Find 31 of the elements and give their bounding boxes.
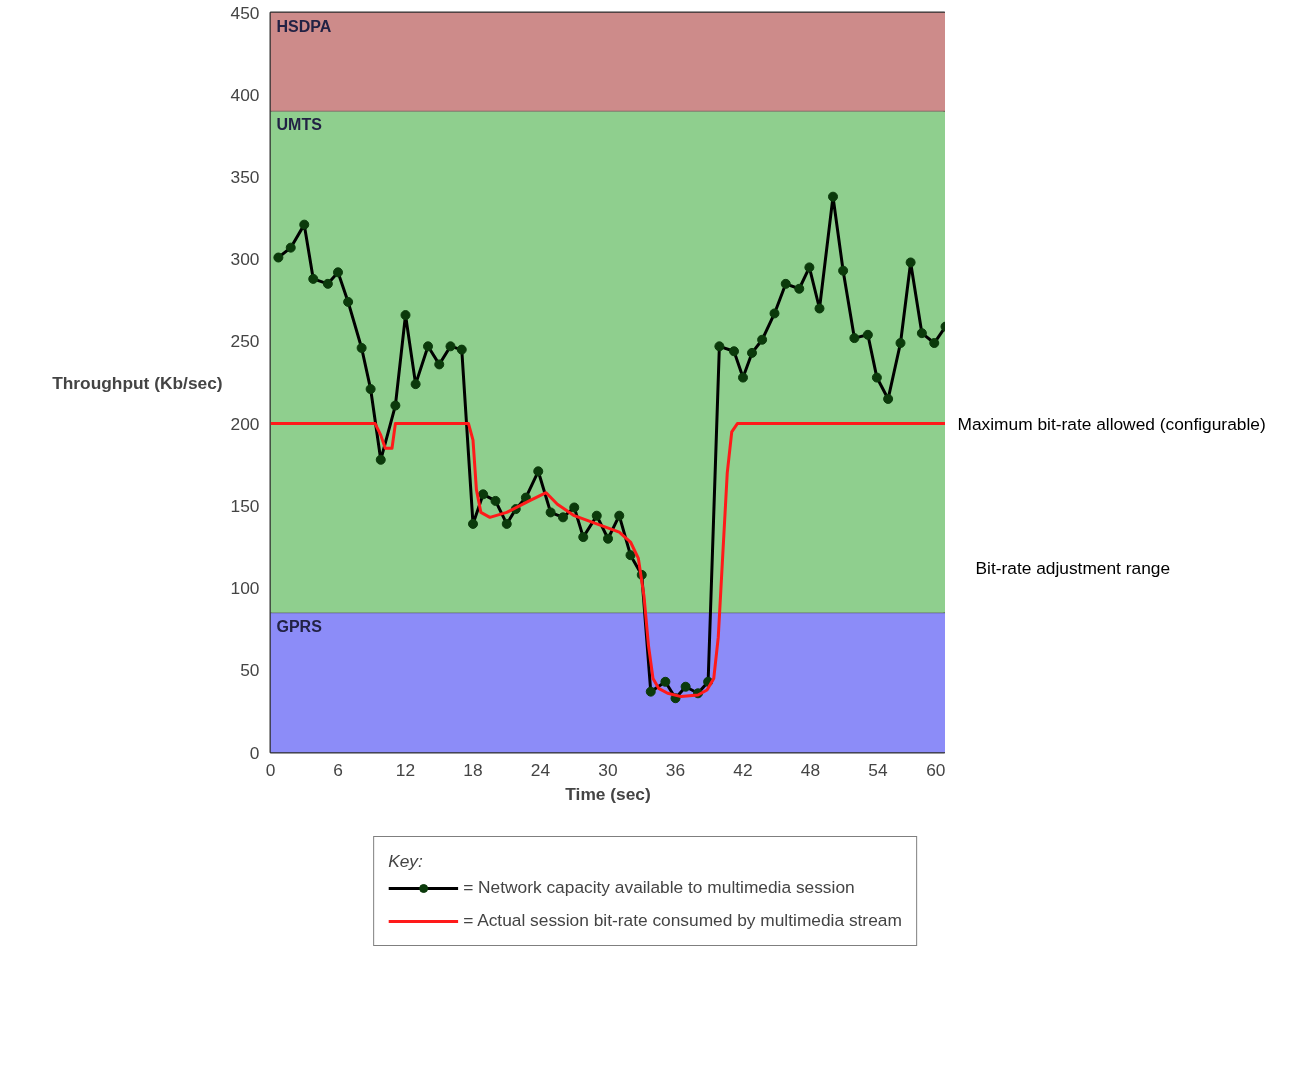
text: Bit-rate adjustment range (975, 557, 1171, 578)
y-tick-label: 250 (230, 331, 260, 352)
x-tick-label: 60 (926, 759, 946, 780)
y-tick-label: 50 (240, 660, 260, 681)
y-tick-label: 300 (230, 249, 260, 270)
x-tick-label: 18 (463, 759, 483, 780)
band-label: GPRS (276, 617, 323, 635)
y-axis-title: Throughput (Kb/sec) (52, 372, 223, 393)
x-axis-title: Time (sec) (565, 783, 651, 804)
y-tick-label: 0 (249, 742, 260, 763)
annotation: Maximum bit-rate allowed (configurable) (957, 413, 1266, 434)
band-label: HSDPA (276, 17, 332, 35)
band-label: UMTS (276, 116, 323, 134)
legend-title: Key: (388, 851, 424, 872)
y-tick-label: 450 (230, 2, 260, 23)
x-tick-label: 54 (868, 759, 888, 780)
x-tick-label: 0 (265, 759, 276, 780)
y-tick-label: 200 (230, 413, 260, 434)
y-tick-label: 350 (230, 166, 260, 187)
x-tick-label: 36 (665, 759, 686, 780)
legend-label: = Network capacity available to multimedia session (463, 877, 855, 898)
legend-label: = Actual session bit-rate consumed by multimedia stream (463, 910, 902, 931)
x-tick-label: 48 (800, 759, 821, 780)
y-tick-label: 400 (230, 84, 260, 105)
y-tick-label: 150 (230, 495, 260, 516)
x-tick-label: 12 (395, 759, 416, 780)
x-tick-label: 24 (530, 759, 551, 780)
y-tick-label: 100 (230, 578, 260, 599)
x-tick-label: 30 (598, 759, 618, 780)
x-tick-label: 42 (733, 759, 753, 780)
x-tick-label: 6 (333, 759, 343, 780)
